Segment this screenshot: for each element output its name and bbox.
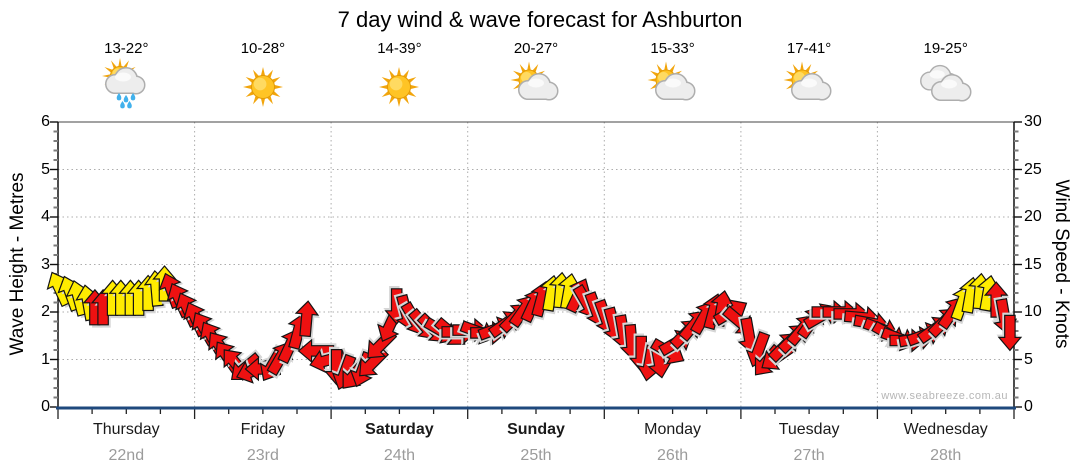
wind-arrow (996, 312, 1023, 352)
left-axis-tick: 3 (41, 255, 50, 273)
page-title: 7 day wind & wave forecast for Ashburton (337, 7, 743, 32)
day-name: Wednesday (903, 421, 988, 438)
day-name: Friday (240, 421, 286, 438)
right-axis-tick: 25 (1024, 160, 1042, 178)
day-date: 22nd (108, 447, 145, 464)
day-date: 23rd (246, 447, 279, 464)
left-axis-tick: 6 (41, 113, 50, 130)
day-temp: 10-28° (240, 40, 286, 57)
left-axis-tick: 1 (41, 350, 50, 368)
axes-frame (50, 121, 1022, 419)
day-temp: 13-22° (104, 40, 149, 57)
sun-cloud-icon (504, 57, 568, 115)
day-temp: 17-41° (786, 40, 832, 57)
day-name: Thursday (92, 421, 160, 438)
left-axis-tick: 4 (41, 208, 50, 225)
sun-cloud-icon (641, 57, 705, 115)
day-name: Sunday (507, 421, 565, 438)
right-axis-tick: 30 (1024, 113, 1042, 130)
right-axis-tick: 15 (1024, 255, 1042, 273)
day-temp: 20-27° (513, 40, 559, 57)
left-axis-tick: 5 (41, 160, 50, 178)
day-name: Monday (644, 421, 702, 438)
left-axis-tick: 2 (41, 303, 50, 320)
day-temp: 19-25° (923, 40, 968, 57)
right-axis-tick: 5 (1024, 350, 1033, 368)
sun-cloud-icon (777, 57, 841, 115)
sun-icon (231, 57, 295, 115)
right-axis-tick: 20 (1024, 208, 1042, 225)
right-axis-title: Wind Speed - Knots (1051, 179, 1072, 349)
clouds-icon (914, 57, 978, 115)
day-date: 27th (793, 447, 825, 464)
day-name: Tuesday (778, 421, 840, 438)
wind-arrow (294, 300, 321, 340)
day-date: 24th (383, 447, 415, 464)
day-name: Saturday (365, 421, 434, 438)
day-temp: 14-39° (377, 40, 422, 57)
day-temp: 15-33° (650, 40, 695, 57)
watermark: www.seabreeze.com.au (881, 390, 1008, 402)
day-date: 28th (930, 447, 962, 464)
gridlines (58, 122, 1014, 407)
day-date: 25th (520, 447, 552, 464)
left-axis-title: Wave Height - Metres (7, 172, 28, 356)
day-date: 26th (657, 447, 689, 464)
wind-arrow-series (46, 265, 1023, 391)
right-axis-tick: 0 (1024, 398, 1033, 415)
sun-cloud-rain-icon (94, 57, 158, 115)
left-axis-tick: 0 (41, 398, 50, 415)
right-axis-tick: 10 (1024, 303, 1042, 320)
sun-icon (367, 57, 431, 115)
